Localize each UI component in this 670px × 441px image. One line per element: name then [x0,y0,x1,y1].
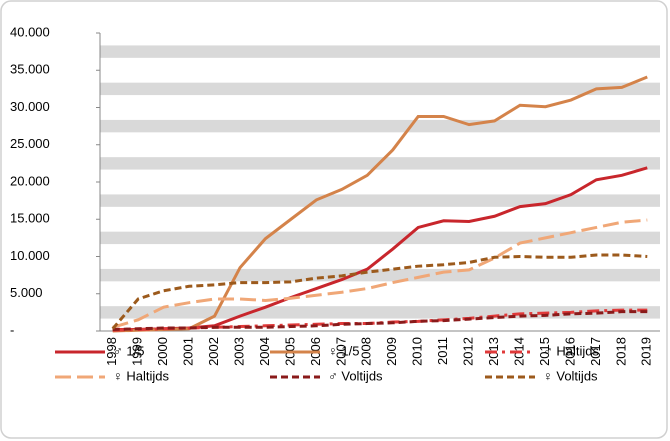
y-tick-label: 25.000 [10,136,50,151]
x-tick-label: 2004 [257,337,272,366]
x-tick-label: 2007 [333,337,348,366]
x-tick-label: 2000 [155,337,170,366]
x-tick-label: 2009 [384,337,399,366]
legend-label: ♀ Voltijds [543,368,598,383]
x-tick-label: 1998 [104,337,119,366]
grid-band [100,268,660,282]
legend-label: ♀ 1/5 [328,343,359,358]
grid-band [100,82,660,96]
x-tick-label: 2015 [537,337,552,366]
y-tick-label: 5.000 [10,285,43,300]
grid-band [100,119,660,133]
x-tick-label: 2011 [435,337,450,365]
series-line [112,310,648,332]
x-tick-label: 2012 [461,337,476,366]
series-line [111,253,648,330]
y-tick-label: 35.000 [10,62,50,77]
x-tick-label: 2001 [181,337,196,366]
y-tick-label: 15.000 [10,211,50,226]
legend-label: ♂ 1/5 [113,343,144,358]
y-tick-label: - [10,322,14,337]
x-tick-label: 2016 [562,337,577,366]
series-line [112,218,648,329]
grid-band [100,194,660,207]
x-tick-label: 2008 [359,337,374,366]
series-line [112,75,648,333]
legend-label: ♀ Haltijds [113,368,169,383]
legend-label: ♂ Voltijds [328,368,383,383]
y-tick-label: 10.000 [10,248,50,263]
x-tick-label: 2002 [206,337,221,366]
y-tick-label: 20.000 [10,173,50,188]
y-tick-label: 40.000 [10,24,50,39]
x-tick-label: 2010 [410,337,425,366]
x-tick-label: 2018 [613,337,628,366]
x-tick-label: 2019 [639,337,654,366]
x-tick-label: 2003 [231,337,246,366]
grid-band [100,231,660,245]
x-tick-label: 2017 [588,337,603,366]
grid-band [100,45,660,58]
legend-label: ♂ Haltijds [543,343,599,358]
x-tick-label: 1999 [130,337,145,366]
y-tick-label: 30.000 [10,99,50,114]
